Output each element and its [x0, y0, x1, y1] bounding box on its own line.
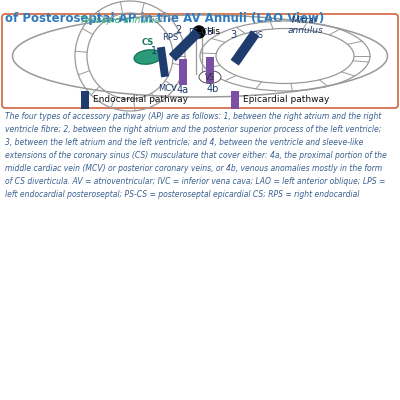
- Text: left endocardial posteroseptal; PS-CS = posteroseptal epicardial CS; RPS = right: left endocardial posteroseptal; PS-CS = …: [5, 190, 359, 199]
- Text: 3, between the left atrium and the left ventricle; and 4, between the ventricle : 3, between the left atrium and the left …: [5, 138, 363, 147]
- Text: PS-CS: PS-CS: [188, 28, 212, 37]
- Polygon shape: [206, 57, 214, 83]
- Polygon shape: [157, 46, 169, 78]
- Text: 3: 3: [230, 30, 236, 40]
- Text: extensions of the coronary sinus (CS) musculature that cover either: 4a, the pro: extensions of the coronary sinus (CS) mu…: [5, 151, 387, 160]
- Text: MCV: MCV: [158, 84, 178, 93]
- Text: 1: 1: [151, 46, 157, 56]
- Text: ventricle fibre; 2, between the right atrium and the posterior superior process : ventricle fibre; 2, between the right at…: [5, 125, 381, 134]
- Text: LPS: LPS: [248, 31, 263, 40]
- Text: The four types of accessory pathway (AP) are as follows: 1, between the right at: The four types of accessory pathway (AP)…: [5, 112, 381, 121]
- Polygon shape: [231, 91, 239, 109]
- Text: Tricuspid annulus: Tricuspid annulus: [80, 16, 160, 25]
- Text: His: His: [206, 26, 220, 36]
- Text: 4a: 4a: [177, 85, 189, 95]
- Text: CS: CS: [142, 38, 154, 47]
- Polygon shape: [179, 59, 187, 85]
- Text: Endocardial pathway: Endocardial pathway: [93, 96, 188, 104]
- Ellipse shape: [134, 50, 162, 64]
- Text: of CS diverticula. AV = atrioventricular; IVC = inferior vena cava; LAO = left a: of CS diverticula. AV = atrioventricular…: [5, 177, 385, 186]
- Circle shape: [193, 26, 205, 38]
- Text: Mitral
annulus: Mitral annulus: [287, 16, 323, 35]
- Polygon shape: [230, 30, 260, 66]
- Text: 2: 2: [175, 25, 181, 35]
- Text: middle cardiac vein (MCV) or posterior coronary veins, or 4b, venous anomalies m: middle cardiac vein (MCV) or posterior c…: [5, 164, 382, 173]
- Polygon shape: [169, 29, 201, 61]
- Text: of Posteroseptal AP in the AV Annuli (LAO View): of Posteroseptal AP in the AV Annuli (LA…: [5, 12, 324, 25]
- Text: VS: VS: [205, 72, 215, 82]
- Polygon shape: [81, 91, 89, 109]
- FancyBboxPatch shape: [2, 14, 398, 108]
- Text: RPS: RPS: [162, 33, 178, 42]
- Ellipse shape: [199, 70, 221, 84]
- Text: Epicardial pathway: Epicardial pathway: [243, 96, 329, 104]
- Text: 4b: 4b: [207, 84, 219, 94]
